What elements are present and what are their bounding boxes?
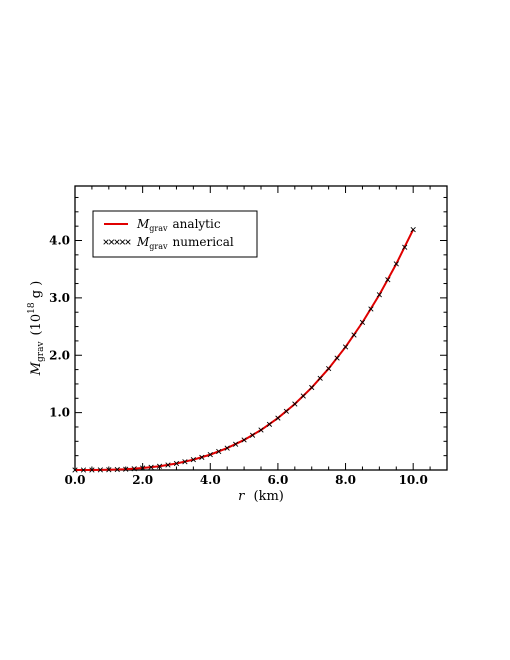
y-axis-subscript: grav	[36, 341, 46, 362]
legend: Mgrav analytic Mgrav numerical	[92, 210, 258, 258]
x-tick-label: 10.0	[399, 473, 428, 487]
y-tick-label: 4.0	[49, 234, 70, 248]
series-point-numerical	[266, 421, 273, 427]
x-axis-label: r (km)	[238, 489, 284, 504]
legend-cross	[114, 239, 120, 245]
y-axis-label: Mgrav (1018 g )	[27, 281, 46, 377]
y-tick-label: 1.0	[49, 406, 70, 420]
series-point-numerical	[106, 467, 112, 473]
tick-labels: 0.0 2.0 4.0 6.0 8.0 10.0 1.0 2.0 3.0 4.0	[49, 234, 428, 487]
y-tick-label: 2.0	[49, 348, 70, 362]
series-point-numerical	[72, 467, 78, 473]
legend-cross	[119, 239, 126, 245]
series-point-numerical	[148, 464, 154, 470]
legend-entry-numerical: Mgrav numerical	[136, 235, 234, 251]
series-point-numerical	[385, 277, 391, 283]
series-point-numerical	[156, 463, 163, 469]
series-point-numerical	[317, 375, 323, 381]
y-tick-label: 3.0	[49, 291, 70, 305]
legend-box	[92, 210, 258, 258]
legend-swatch-numerical	[103, 239, 131, 245]
series-point-numerical	[131, 466, 137, 472]
x-tick-label: 4.0	[200, 473, 221, 487]
series-point-numerical	[216, 448, 222, 455]
series-point-numerical	[334, 355, 340, 361]
x-tick-label: 6.0	[267, 473, 288, 487]
x-tick-label: 8.0	[335, 473, 356, 487]
legend-cross	[103, 239, 109, 245]
y-axis-symbol: M	[29, 361, 44, 376]
legend-analytic-subscript: grav	[149, 224, 168, 233]
legend-cross	[108, 239, 115, 245]
series-point-numerical	[351, 332, 357, 338]
series-point-numerical	[275, 415, 281, 421]
legend-analytic-name: analytic	[173, 217, 221, 231]
series-line-analytic	[74, 229, 415, 471]
series-point-numerical	[393, 261, 399, 267]
series-point-numerical	[165, 462, 171, 468]
series-point-numerical	[283, 408, 289, 414]
series-point-numerical	[140, 465, 146, 471]
axis-ticks	[74, 186, 448, 470]
series-point-numerical	[199, 454, 205, 460]
series-point-numerical	[173, 460, 180, 467]
legend-numerical-subscript: grav	[149, 242, 168, 251]
legend-numerical-symbol: M	[136, 235, 150, 249]
y-axis-unit-exponent: 18	[27, 302, 37, 314]
x-axis-unit: (km)	[254, 489, 284, 504]
series-point-numerical	[190, 457, 196, 463]
series-point-numerical	[376, 292, 382, 298]
series-point-numerical	[249, 432, 256, 438]
series-point-numerical	[342, 344, 349, 350]
series-point-numerical	[326, 365, 332, 372]
series-point-numerical	[300, 393, 306, 399]
series-point-numerical	[402, 244, 408, 250]
series-point-numerical	[233, 441, 239, 447]
series-point-numerical	[123, 466, 129, 472]
x-axis-symbol: r	[238, 489, 245, 504]
series-layer	[72, 226, 416, 473]
series-point-numerical	[97, 467, 103, 473]
series-point-numerical	[224, 445, 230, 451]
series-point-numerical	[241, 437, 247, 443]
series-point-numerical	[309, 384, 315, 391]
series-point-numerical	[114, 466, 120, 473]
y-axis-unit-prefix: (10	[29, 314, 44, 336]
series-point-numerical	[368, 306, 374, 312]
series-point-numerical	[292, 401, 298, 407]
series-point-numerical	[207, 452, 213, 458]
legend-cross	[125, 239, 131, 245]
series-point-numerical	[89, 467, 95, 473]
series-point-numerical	[410, 226, 416, 233]
series-point-numerical	[258, 427, 264, 433]
x-tick-label: 2.0	[132, 473, 153, 487]
legend-entry-analytic: Mgrav analytic	[136, 217, 221, 233]
x-tick-label: 0.0	[65, 473, 86, 487]
series-point-numerical	[182, 459, 188, 465]
series-point-numerical	[359, 319, 366, 325]
y-axis-unit-suffix: g )	[29, 281, 44, 303]
legend-numerical-name: numerical	[173, 235, 234, 249]
series-point-numerical	[80, 467, 87, 473]
legend-analytic-symbol: M	[136, 217, 150, 231]
